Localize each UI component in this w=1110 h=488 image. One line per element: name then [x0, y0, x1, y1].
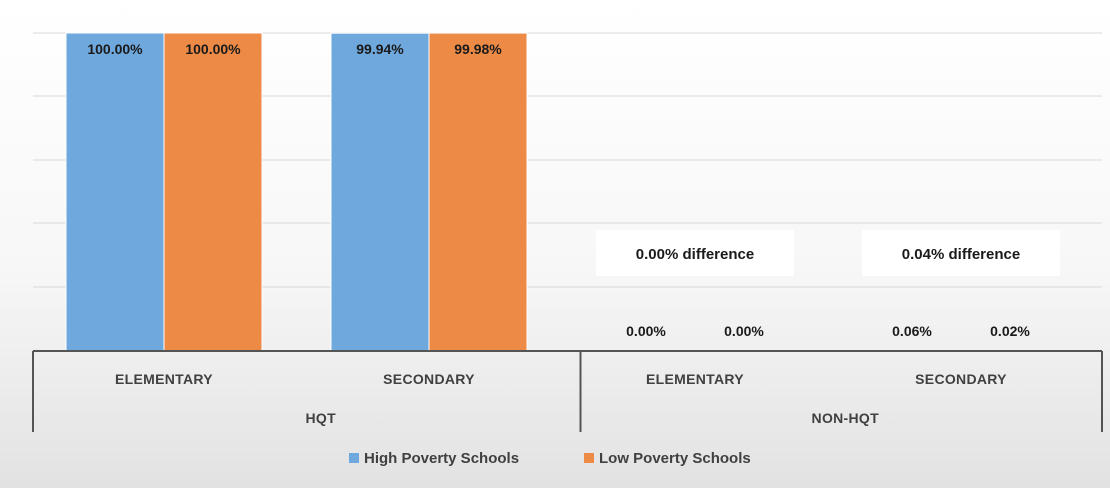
legend-entry: Low Poverty Schools	[599, 450, 751, 467]
legend-swatch	[584, 453, 594, 463]
data-label: 100.00%	[185, 41, 241, 57]
difference-callout-text: 0.04% difference	[902, 246, 1020, 263]
legend-entry: High Poverty Schools	[364, 450, 519, 467]
difference-callout-text: 0.00% difference	[636, 246, 754, 263]
difference-callout	[862, 230, 1060, 276]
x-group-label: HQT	[306, 410, 337, 426]
bar-0-0	[65, 32, 165, 352]
x-tick-label: ELEMENTARY	[115, 371, 213, 387]
x-tick-label: SECONDARY	[383, 371, 475, 387]
data-label: 0.00%	[626, 323, 666, 339]
bar-0-1	[330, 32, 430, 352]
data-label: 99.98%	[454, 41, 502, 57]
legend-swatch	[349, 453, 359, 463]
bar-1-1	[428, 32, 528, 352]
x-tick-label: SECONDARY	[915, 371, 1007, 387]
data-label: 0.00%	[724, 323, 764, 339]
data-label: 0.06%	[892, 323, 932, 339]
difference-callout	[596, 230, 794, 276]
x-group-label: NON-HQT	[812, 410, 880, 426]
bar-1-0	[163, 32, 263, 352]
x-tick-label: ELEMENTARY	[646, 371, 744, 387]
data-label: 0.02%	[990, 323, 1030, 339]
data-label: 100.00%	[87, 41, 143, 57]
data-label: 99.94%	[356, 41, 404, 57]
